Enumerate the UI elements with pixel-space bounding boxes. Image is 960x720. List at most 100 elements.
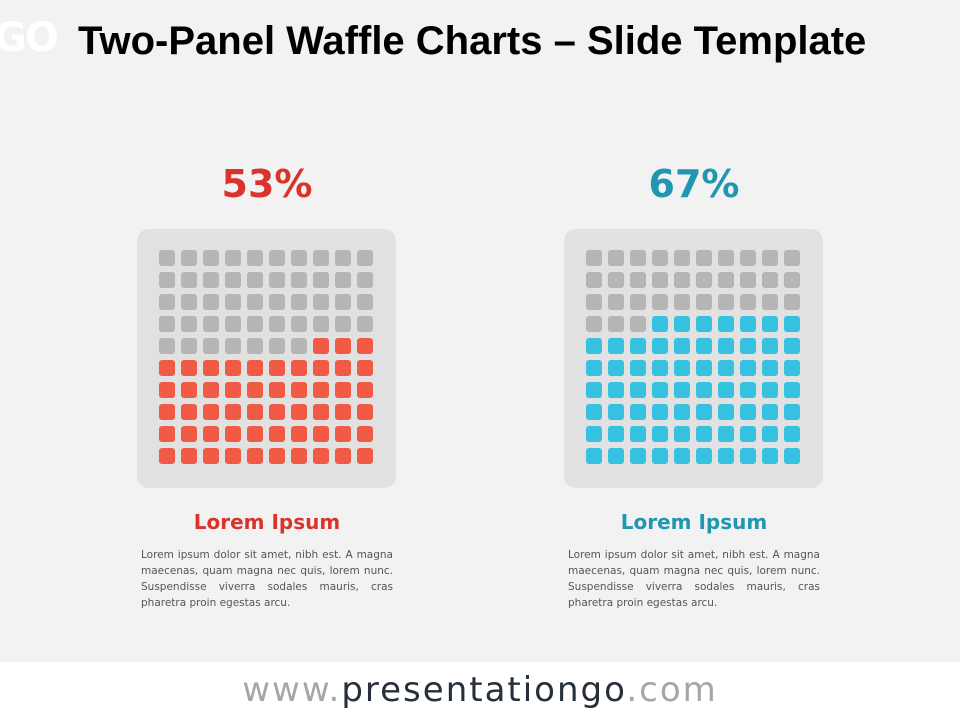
waffle-cell-filled <box>608 338 624 354</box>
waffle-cell-filled <box>181 426 197 442</box>
waffle-cell <box>247 338 263 354</box>
waffle-cell <box>718 272 734 288</box>
waffle-cell-filled <box>652 316 668 332</box>
waffle-cell-filled <box>652 360 668 376</box>
waffle-cell <box>608 272 624 288</box>
waffle-cell-filled <box>159 448 175 464</box>
waffle-cell-filled <box>159 404 175 420</box>
panel-body-left: Lorem ipsum dolor sit amet, nibh est. A … <box>141 549 393 609</box>
waffle-cell-filled <box>630 426 646 442</box>
waffle-cell <box>652 250 668 266</box>
waffle-cell <box>203 250 219 266</box>
waffle-cell <box>674 272 690 288</box>
waffle-cell <box>762 294 778 310</box>
waffle-cell-filled <box>696 360 712 376</box>
waffle-cell-filled <box>740 426 756 442</box>
waffle-cell <box>335 294 351 310</box>
waffle-cell-filled <box>269 426 285 442</box>
waffle-cell <box>357 272 373 288</box>
waffle-cell-filled <box>718 316 734 332</box>
waffle-cell-filled <box>269 360 285 376</box>
waffle-cell-filled <box>586 426 602 442</box>
waffle-cell-filled <box>357 404 373 420</box>
waffle-cell-filled <box>762 404 778 420</box>
waffle-cell-filled <box>586 404 602 420</box>
waffle-cell-filled <box>608 448 624 464</box>
waffle-cell <box>247 294 263 310</box>
waffle-cell <box>247 316 263 332</box>
waffle-cell <box>313 316 329 332</box>
waffle-cell <box>652 294 668 310</box>
waffle-cell-filled <box>203 404 219 420</box>
footer-website[interactable]: www.presentationgo.com <box>0 668 960 712</box>
waffle-cell-filled <box>586 338 602 354</box>
waffle-cell-filled <box>357 338 373 354</box>
waffle-cell-filled <box>652 338 668 354</box>
waffle-cell <box>696 250 712 266</box>
waffle-cell-filled <box>674 316 690 332</box>
waffle-cell-filled <box>335 338 351 354</box>
waffle-cell-filled <box>291 360 307 376</box>
waffle-cell-filled <box>269 404 285 420</box>
waffle-cell-filled <box>357 382 373 398</box>
waffle-card-right <box>564 229 823 488</box>
waffle-cell-filled <box>740 448 756 464</box>
waffle-cell-filled <box>203 448 219 464</box>
waffle-cell-filled <box>696 338 712 354</box>
waffle-cell <box>247 272 263 288</box>
waffle-cell <box>225 316 241 332</box>
waffle-cell <box>291 272 307 288</box>
waffle-cell <box>291 250 307 266</box>
slide-title: Two-Panel Waffle Charts – Slide Template <box>78 19 867 63</box>
waffle-cell-filled <box>357 426 373 442</box>
waffle-cell <box>269 316 285 332</box>
waffle-cell-filled <box>674 448 690 464</box>
waffle-cell-filled <box>718 404 734 420</box>
waffle-cell-filled <box>335 448 351 464</box>
waffle-cell-filled <box>740 404 756 420</box>
waffle-cell <box>740 294 756 310</box>
waffle-cell-filled <box>335 404 351 420</box>
waffle-cell-filled <box>784 448 800 464</box>
waffle-cell <box>630 250 646 266</box>
waffle-cell-filled <box>784 382 800 398</box>
waffle-cell-filled <box>586 382 602 398</box>
waffle-cell <box>291 294 307 310</box>
waffle-cell-filled <box>159 426 175 442</box>
waffle-cell-filled <box>630 338 646 354</box>
waffle-cell-filled <box>630 382 646 398</box>
waffle-cell <box>313 272 329 288</box>
waffle-cell-filled <box>357 360 373 376</box>
waffle-cell-filled <box>674 382 690 398</box>
waffle-cell <box>313 294 329 310</box>
waffle-cell <box>696 272 712 288</box>
waffle-cell-filled <box>762 338 778 354</box>
waffle-cell-filled <box>586 448 602 464</box>
waffle-cell-filled <box>225 404 241 420</box>
waffle-cell-filled <box>762 316 778 332</box>
waffle-cell <box>225 250 241 266</box>
waffle-cell-filled <box>718 448 734 464</box>
waffle-cell-filled <box>225 448 241 464</box>
waffle-cell-filled <box>225 426 241 442</box>
waffle-cell-filled <box>718 338 734 354</box>
waffle-cell-filled <box>696 448 712 464</box>
waffle-cell-filled <box>718 426 734 442</box>
waffle-panel-left: 53% Lorem Ipsum Lorem ipsum dolor sit am… <box>122 150 412 620</box>
waffle-cell <box>181 338 197 354</box>
waffle-cell-filled <box>313 426 329 442</box>
waffle-cell <box>586 250 602 266</box>
waffle-cell <box>740 250 756 266</box>
waffle-cell-filled <box>313 338 329 354</box>
waffle-cell-filled <box>357 448 373 464</box>
waffle-cell <box>718 294 734 310</box>
waffle-cell-filled <box>247 382 263 398</box>
footer-prefix: www. <box>242 670 342 710</box>
waffle-cell <box>608 294 624 310</box>
waffle-cell-filled <box>313 404 329 420</box>
waffle-cell-filled <box>784 360 800 376</box>
waffle-cell-filled <box>335 360 351 376</box>
waffle-cell <box>674 294 690 310</box>
waffle-cell <box>159 316 175 332</box>
waffle-cell <box>762 250 778 266</box>
